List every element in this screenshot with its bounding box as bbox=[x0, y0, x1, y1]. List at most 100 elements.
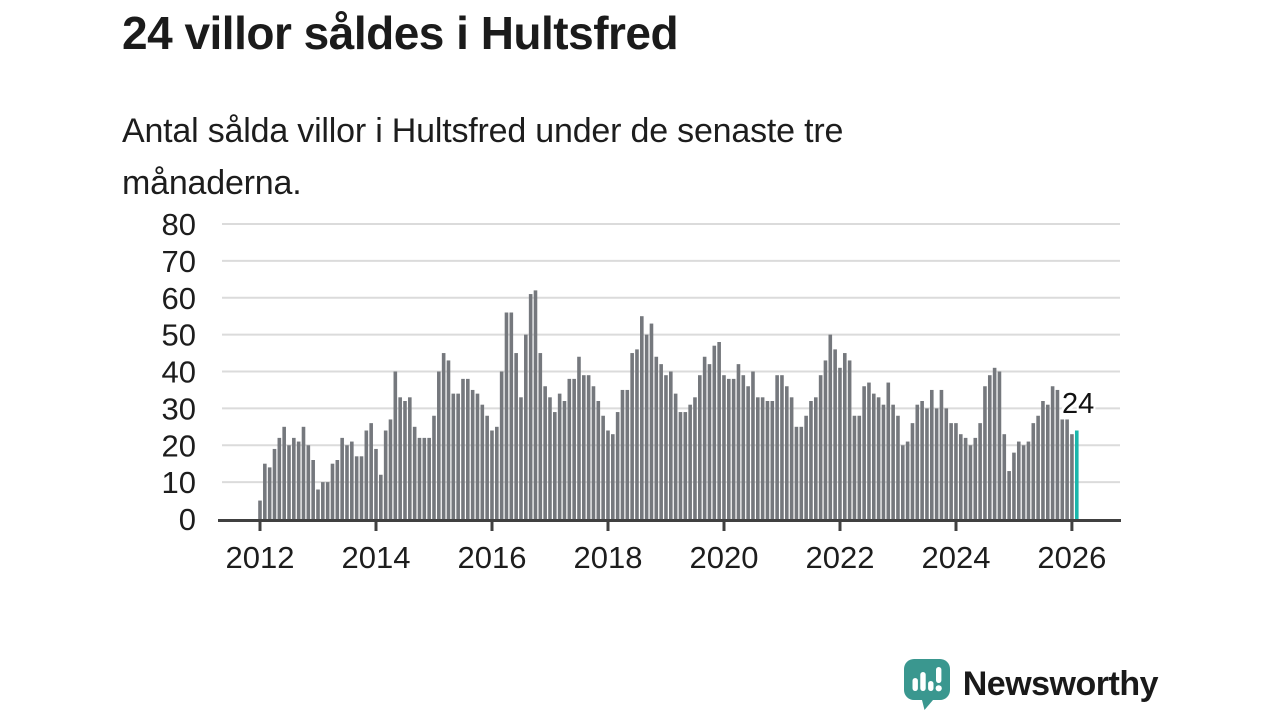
bar bbox=[277, 437, 282, 520]
bar bbox=[427, 437, 431, 520]
bar bbox=[717, 342, 721, 519]
bar bbox=[451, 393, 456, 520]
bar bbox=[760, 397, 765, 519]
bar bbox=[644, 334, 649, 520]
bar bbox=[296, 441, 301, 519]
gridline bbox=[222, 223, 1120, 225]
bar bbox=[915, 404, 920, 519]
bar bbox=[306, 445, 311, 519]
bar bbox=[992, 367, 997, 519]
bar bbox=[562, 401, 567, 519]
bar bbox=[596, 401, 601, 519]
x-tick-label: 2020 bbox=[690, 540, 759, 575]
bar bbox=[557, 393, 562, 520]
bar bbox=[528, 294, 533, 519]
bar bbox=[480, 404, 485, 519]
newsworthy-logo-icon bbox=[903, 659, 950, 710]
bar bbox=[785, 386, 789, 519]
bar bbox=[388, 419, 393, 519]
logo-exclamation-stroke bbox=[935, 667, 942, 683]
bar bbox=[548, 397, 552, 519]
bar bbox=[615, 412, 620, 519]
bar bbox=[1041, 401, 1045, 519]
x-tick-mark bbox=[374, 522, 378, 531]
bar bbox=[456, 393, 460, 520]
bar bbox=[292, 437, 296, 520]
bar bbox=[398, 397, 402, 519]
y-tick-label: 40 bbox=[162, 355, 196, 390]
newsworthy-logo-text: Newsworthy bbox=[962, 664, 1159, 703]
bar bbox=[321, 482, 325, 520]
bar bbox=[461, 378, 465, 520]
x-tick-mark bbox=[838, 522, 842, 531]
y-tick-label: 10 bbox=[162, 465, 196, 500]
bar bbox=[799, 426, 804, 519]
bar bbox=[673, 393, 678, 520]
bar bbox=[814, 397, 818, 519]
bar bbox=[441, 353, 446, 519]
bar bbox=[1002, 434, 1007, 519]
bar bbox=[698, 375, 702, 519]
bar bbox=[601, 415, 605, 519]
y-tick-label: 0 bbox=[179, 502, 196, 537]
bar bbox=[475, 393, 480, 520]
bar bbox=[1026, 441, 1031, 519]
bar bbox=[1050, 386, 1055, 519]
bar bbox=[881, 404, 886, 519]
bar bbox=[495, 426, 499, 519]
bar bbox=[1012, 452, 1016, 520]
x-tick-mark bbox=[258, 522, 262, 531]
y-tick-label: 80 bbox=[162, 207, 196, 242]
bar bbox=[422, 437, 427, 520]
bar bbox=[350, 441, 354, 519]
bar bbox=[1007, 471, 1011, 519]
y-tick-label: 30 bbox=[162, 391, 196, 426]
bar bbox=[1060, 419, 1065, 519]
last-value-label: 24 bbox=[1062, 388, 1095, 420]
bar bbox=[722, 375, 726, 519]
bar bbox=[393, 371, 398, 519]
x-tick-mark bbox=[490, 522, 494, 531]
bar bbox=[900, 445, 905, 519]
bar bbox=[408, 397, 412, 519]
bar bbox=[316, 489, 320, 519]
bar bbox=[963, 437, 968, 520]
bar bbox=[1031, 423, 1036, 520]
bar bbox=[983, 386, 987, 519]
highlight-bar bbox=[1074, 430, 1079, 519]
bar bbox=[712, 345, 717, 519]
gridline bbox=[222, 296, 1120, 299]
bar bbox=[775, 375, 779, 519]
bar bbox=[731, 378, 736, 520]
bar bbox=[359, 456, 364, 519]
bar bbox=[905, 441, 910, 519]
bar bbox=[688, 404, 692, 519]
bar bbox=[538, 353, 543, 519]
bar bbox=[630, 353, 634, 519]
bar bbox=[765, 401, 770, 519]
bar bbox=[997, 371, 1002, 519]
bar bbox=[973, 437, 978, 520]
chart-subtitle: Antal sålda villor i Hultsfred under de … bbox=[122, 112, 844, 202]
bar bbox=[978, 423, 982, 520]
bar bbox=[664, 375, 668, 519]
bar bbox=[925, 408, 929, 520]
bar bbox=[929, 389, 934, 519]
bar bbox=[620, 389, 625, 519]
bar bbox=[794, 426, 799, 519]
bar bbox=[910, 423, 915, 520]
y-tick-label: 50 bbox=[162, 318, 196, 353]
bar bbox=[896, 415, 900, 519]
bar bbox=[582, 375, 586, 519]
logo-bar-1 bbox=[912, 678, 918, 691]
bar bbox=[282, 426, 286, 519]
bar bbox=[954, 423, 958, 520]
bar bbox=[640, 316, 644, 519]
bar bbox=[258, 500, 262, 519]
x-tick-mark bbox=[606, 522, 610, 531]
bar bbox=[707, 364, 712, 520]
bar bbox=[741, 375, 746, 519]
bar bbox=[383, 430, 388, 519]
bar bbox=[857, 415, 862, 519]
bar bbox=[818, 375, 823, 519]
